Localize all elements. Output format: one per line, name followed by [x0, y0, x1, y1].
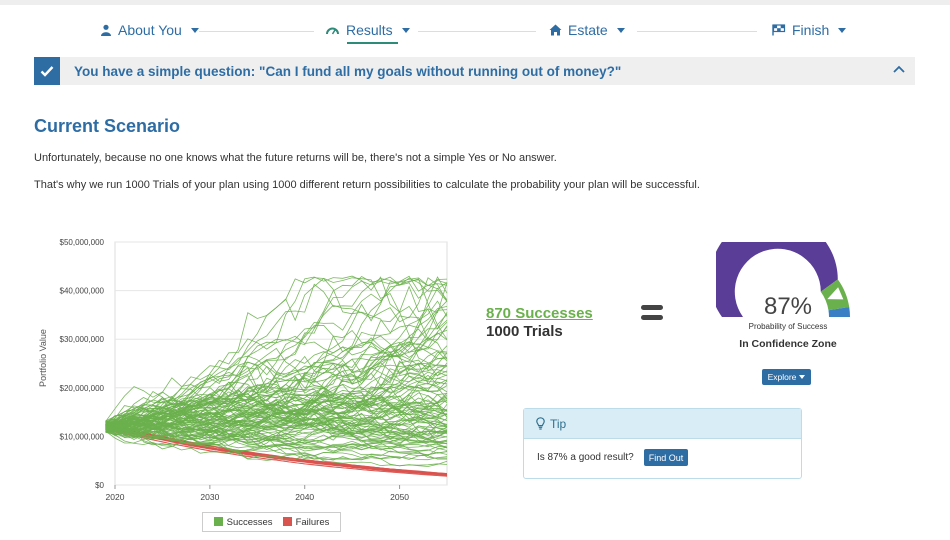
success-trial-line: [105, 410, 448, 444]
tip-question: Is 87% a good result?: [537, 452, 634, 463]
y-tick-label: $30,000,000: [60, 335, 105, 344]
probability-gauge: [716, 242, 850, 317]
chevron-down-icon: [190, 27, 199, 33]
x-tick-label: 2040: [295, 492, 314, 502]
success-trial-line: [105, 423, 448, 446]
probability-value: 87%: [763, 293, 813, 320]
legend-swatch: [282, 517, 292, 527]
success-trial-line: [105, 321, 448, 429]
check-icon: [34, 57, 60, 85]
legend-label: Successes: [226, 516, 273, 528]
explore-label: Explore: [767, 372, 797, 382]
success-trial-line: [105, 326, 448, 431]
stepper-nav: About You Results Estate Finish: [0, 18, 950, 48]
tip-panel: Tip Is 87% a good result? Find Out: [523, 408, 802, 479]
banner-text: You have a simple question: "Can I fund …: [74, 63, 622, 79]
step-estate[interactable]: Estate: [549, 22, 625, 38]
gauge-pointer: [827, 287, 844, 300]
portfolio-chart: $0 $10,000,000 $20,000,000 $30,000,000 $40,0…: [38, 238, 448, 502]
step-about-you[interactable]: About You: [100, 22, 199, 38]
success-trial-line: [105, 352, 448, 429]
confidence-zone-label: In Confidence Zone: [739, 338, 837, 350]
equals-icon: [641, 305, 663, 325]
success-trial-line: [105, 352, 448, 428]
tip-body: Is 87% a good result? Find Out: [537, 449, 689, 466]
success-trial-line: [105, 422, 448, 454]
intro-paragraph: Unfortunately, because no one knows what…: [34, 152, 557, 164]
success-trial-line: [105, 424, 448, 449]
tip-header: Tip: [524, 409, 801, 439]
home-icon: [549, 24, 562, 36]
success-trial-line: [105, 426, 448, 453]
success-trial-line: [105, 395, 448, 430]
success-trial-line: [105, 392, 448, 436]
success-trial-line: [105, 278, 448, 428]
failure-trial-line: [105, 427, 448, 477]
success-trial-line: [105, 325, 448, 434]
chevron-down-icon: [616, 27, 625, 33]
step-label: About You: [118, 22, 182, 38]
step-label: Estate: [568, 22, 608, 38]
legend-swatch: [213, 517, 223, 527]
tip-title: Tip: [550, 416, 567, 431]
y-tick-label: $50,000,000: [60, 238, 105, 247]
success-trial-line: [105, 393, 448, 434]
step-connector: [199, 31, 314, 32]
page-title: Current Scenario: [34, 116, 181, 136]
y-tick-label: $0: [95, 481, 104, 490]
chevron-down-icon: [799, 375, 806, 379]
flag-icon: [772, 24, 786, 36]
chevron-up-icon[interactable]: [893, 65, 905, 73]
trials-count: 1000 Trials: [486, 323, 563, 340]
success-trial-line: [105, 394, 448, 434]
success-trial-line: [105, 277, 448, 422]
success-trial-line: [105, 396, 448, 433]
y-tick-label: $40,000,000: [60, 287, 105, 296]
step-finish[interactable]: Finish: [772, 22, 847, 38]
success-trial-line: [105, 422, 448, 448]
success-trial-line: [105, 383, 448, 430]
success-trial-line: [105, 381, 448, 426]
gauge-icon: [326, 27, 339, 35]
user-icon: [101, 24, 111, 36]
y-tick-label: $20,000,000: [60, 384, 105, 393]
success-trial-line: [105, 342, 448, 429]
y-axis-label: Portfolio Value: [38, 329, 48, 387]
success-trial-line: [105, 285, 448, 431]
find-out-button[interactable]: Find Out: [643, 449, 689, 466]
chevron-down-icon: [401, 27, 410, 33]
success-trial-line: [105, 421, 448, 440]
probability-caption: Probability of Success: [748, 322, 828, 331]
chevron-down-icon: [838, 27, 847, 33]
legend-item-failures[interactable]: Failures: [282, 516, 330, 528]
x-tick-label: 2020: [106, 492, 125, 502]
step-label: Finish: [792, 22, 830, 38]
success-trial-line: [105, 309, 448, 426]
success-trial-line: [105, 304, 448, 432]
success-trial-line: [105, 417, 448, 444]
x-tick-label: 2050: [390, 492, 409, 502]
explanation-paragraph: That's why we run 1000 Trials of your pl…: [34, 179, 700, 191]
active-step-indicator: [347, 42, 398, 44]
success-trial-line: [105, 380, 448, 440]
success-trial-line: [105, 422, 448, 457]
question-banner[interactable]: You have a simple question: "Can I fund …: [34, 57, 915, 85]
success-trial-line: [105, 393, 448, 432]
successes-link[interactable]: 870 Successes: [486, 305, 593, 322]
explore-button[interactable]: Explore: [762, 369, 811, 385]
gauge-high-zone: [828, 306, 850, 317]
lightbulb-icon: [536, 417, 545, 430]
step-connector: [637, 31, 757, 32]
x-tick-label: 2030: [200, 492, 219, 502]
legend-item-successes[interactable]: Successes: [213, 516, 273, 528]
y-tick-label: $10,000,000: [60, 432, 105, 441]
success-trial-line: [105, 431, 448, 467]
gauge-low-zone: [716, 242, 838, 317]
step-results[interactable]: Results: [325, 22, 410, 44]
chart-legend: Successes Failures: [202, 512, 341, 532]
step-label: Results: [346, 22, 393, 38]
step-connector: [418, 31, 536, 32]
legend-label: Failures: [295, 516, 330, 528]
top-bar: [0, 0, 950, 5]
